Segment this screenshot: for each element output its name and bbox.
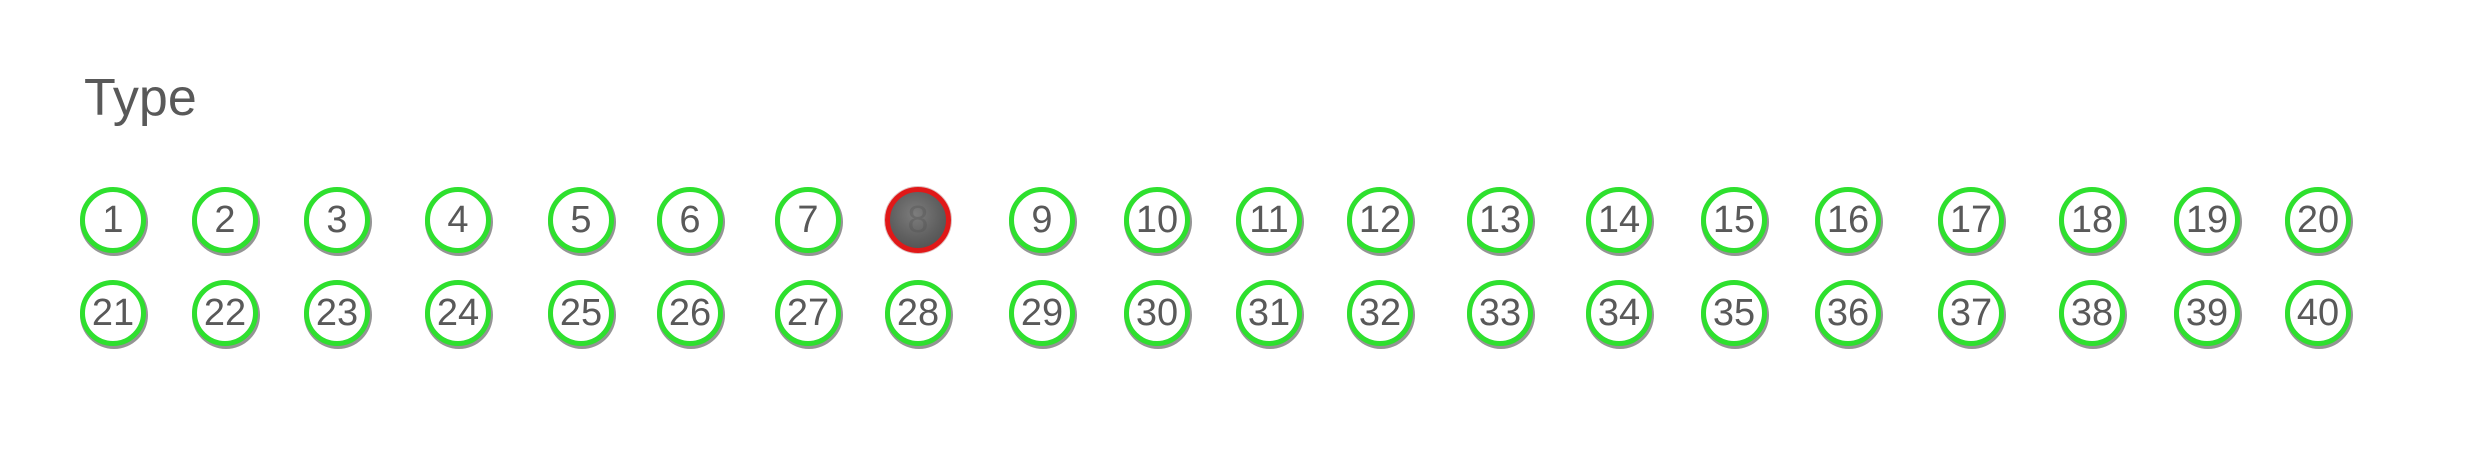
type-option-label: 7	[797, 199, 819, 241]
type-option[interactable]: 29	[1009, 280, 1075, 346]
type-option-label: 38	[2070, 292, 2114, 334]
type-option-selected[interactable]: 8	[885, 187, 951, 253]
type-option-label: 5	[570, 199, 592, 241]
type-option[interactable]: 5	[548, 187, 614, 253]
type-option-label: 20	[2296, 199, 2340, 241]
type-option-label: 9	[1031, 199, 1053, 241]
type-option-label: 21	[91, 292, 135, 334]
type-option-label: 40	[2296, 292, 2340, 334]
type-option[interactable]: 34	[1586, 280, 1652, 346]
type-option[interactable]: 40	[2285, 280, 2351, 346]
type-option[interactable]: 38	[2059, 280, 2125, 346]
type-option-label: 10	[1135, 199, 1179, 241]
type-option[interactable]: 18	[2059, 187, 2125, 253]
type-option[interactable]: 15	[1701, 187, 1767, 253]
type-option[interactable]: 33	[1467, 280, 1533, 346]
type-option-label: 2	[214, 199, 236, 241]
type-option[interactable]: 35	[1701, 280, 1767, 346]
type-option[interactable]: 7	[775, 187, 841, 253]
type-option-label: 3	[326, 199, 348, 241]
type-option[interactable]: 13	[1467, 187, 1533, 253]
type-option[interactable]: 26	[657, 280, 723, 346]
type-option[interactable]: 9	[1009, 187, 1075, 253]
type-option[interactable]: 39	[2174, 280, 2240, 346]
type-option[interactable]: 2	[192, 187, 258, 253]
type-option[interactable]: 24	[425, 280, 491, 346]
type-option-label: 34	[1597, 292, 1641, 334]
type-option-label: 19	[2185, 199, 2229, 241]
type-option[interactable]: 32	[1347, 280, 1413, 346]
type-option-label: 32	[1358, 292, 1402, 334]
type-option-label: 29	[1020, 292, 1064, 334]
type-option-label: 15	[1712, 199, 1756, 241]
type-option-label: 4	[447, 199, 469, 241]
type-option-label: 39	[2185, 292, 2229, 334]
type-option[interactable]: 22	[192, 280, 258, 346]
type-option[interactable]: 4	[425, 187, 491, 253]
type-option-label: 27	[786, 292, 830, 334]
type-option-label: 31	[1247, 292, 1291, 334]
type-option[interactable]: 31	[1236, 280, 1302, 346]
type-option-label: 23	[315, 292, 359, 334]
type-option[interactable]: 14	[1586, 187, 1652, 253]
type-option-label: 6	[679, 199, 701, 241]
type-option[interactable]: 27	[775, 280, 841, 346]
section-title: Type	[84, 69, 197, 127]
type-option-label: 26	[668, 292, 712, 334]
type-option[interactable]: 25	[548, 280, 614, 346]
type-option-label: 24	[436, 292, 480, 334]
type-option[interactable]: 37	[1938, 280, 2004, 346]
type-option[interactable]: 28	[885, 280, 951, 346]
type-option-label: 30	[1135, 292, 1179, 334]
type-option-label: 17	[1949, 199, 1993, 241]
type-option[interactable]: 12	[1347, 187, 1413, 253]
type-option-label: 1	[102, 199, 124, 241]
type-option-label: 8	[907, 199, 929, 241]
type-option-label: 35	[1712, 292, 1756, 334]
type-option[interactable]: 20	[2285, 187, 2351, 253]
type-option[interactable]: 30	[1124, 280, 1190, 346]
type-option-label: 18	[2070, 199, 2114, 241]
type-option[interactable]: 36	[1815, 280, 1881, 346]
type-option-label: 16	[1826, 199, 1870, 241]
type-option[interactable]: 10	[1124, 187, 1190, 253]
type-option-label: 12	[1358, 199, 1402, 241]
type-option-label: 25	[559, 292, 603, 334]
type-option[interactable]: 21	[80, 280, 146, 346]
type-option-label: 36	[1826, 292, 1870, 334]
type-option[interactable]: 23	[304, 280, 370, 346]
type-option[interactable]: 19	[2174, 187, 2240, 253]
type-option-label: 33	[1478, 292, 1522, 334]
type-option-label: 28	[896, 292, 940, 334]
type-option-label: 14	[1597, 199, 1641, 241]
type-option-label: 13	[1478, 199, 1522, 241]
type-option-label: 22	[203, 292, 247, 334]
type-option-label: 37	[1949, 292, 1993, 334]
type-option[interactable]: 3	[304, 187, 370, 253]
type-option[interactable]: 1	[80, 187, 146, 253]
type-option[interactable]: 6	[657, 187, 723, 253]
type-option[interactable]: 11	[1236, 187, 1302, 253]
type-option[interactable]: 16	[1815, 187, 1881, 253]
type-option[interactable]: 17	[1938, 187, 2004, 253]
type-option-label: 11	[1249, 199, 1289, 241]
